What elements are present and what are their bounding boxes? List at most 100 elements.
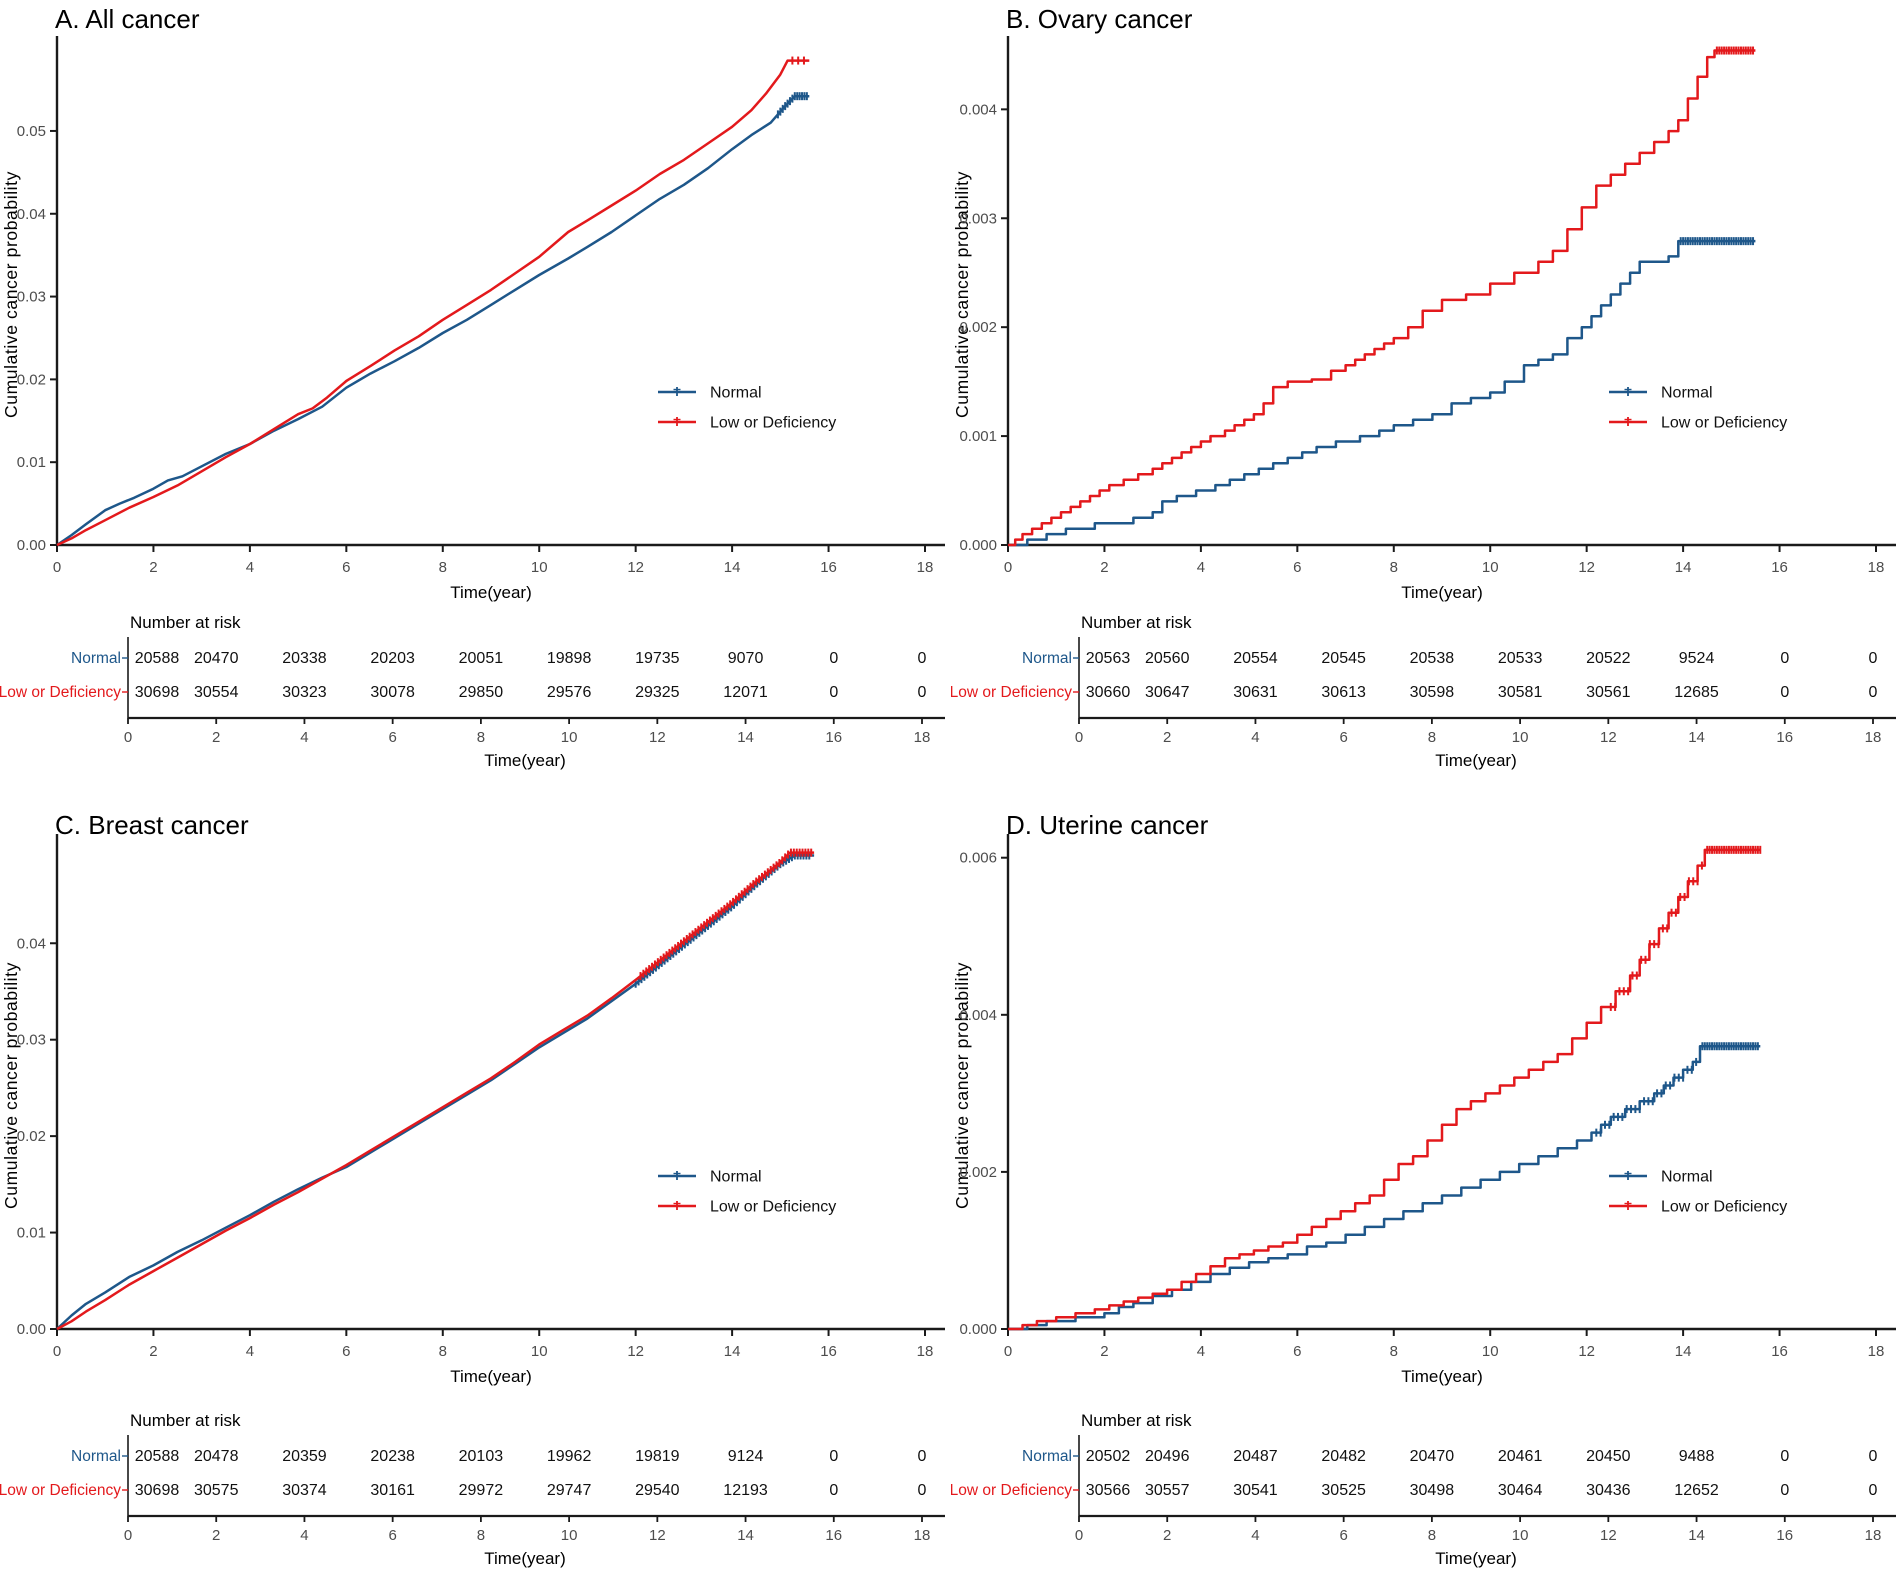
risk-tick-label: 4 xyxy=(300,729,308,746)
risk-value: 20545 xyxy=(1321,650,1366,667)
x-tick-label: 8 xyxy=(1390,559,1398,576)
risk-tick-label: 0 xyxy=(124,1527,132,1544)
x-tick-label: 6 xyxy=(1293,1343,1301,1360)
risk-table-header: Number at risk xyxy=(130,613,241,632)
risk-tick-label: 8 xyxy=(477,1527,485,1544)
risk-tick-label: 2 xyxy=(212,729,220,746)
risk-tick-label: 8 xyxy=(1428,729,1436,746)
risk-value: 20496 xyxy=(1145,1448,1190,1465)
panel-title: D. Uterine cancer xyxy=(1006,810,1209,840)
risk-value: 20238 xyxy=(370,1448,415,1465)
x-tick-label: 16 xyxy=(1771,559,1788,576)
risk-value: 0 xyxy=(918,684,927,701)
x-tick-label: 12 xyxy=(627,1343,644,1360)
x-tick-label: 18 xyxy=(1868,1343,1885,1360)
y-tick-label: 0.02 xyxy=(17,371,46,388)
risk-tick-label: 10 xyxy=(1512,729,1529,746)
y-tick-label: 0.000 xyxy=(959,1321,997,1338)
y-tick-label: 0.001 xyxy=(959,428,997,445)
risk-value: 19819 xyxy=(635,1448,680,1465)
x-tick-label: 4 xyxy=(1197,1343,1205,1360)
panel-C-chart: C. Breast cancer Cumulative cancer probab… xyxy=(0,810,945,1568)
y-axis-label: Cumulative cancer probability xyxy=(952,962,972,1209)
x-tick-label: 14 xyxy=(1675,559,1692,576)
risk-tick-label: 18 xyxy=(1865,1527,1882,1544)
risk-value: 30323 xyxy=(282,684,327,701)
x-tick-label: 16 xyxy=(820,559,837,576)
risk-table-header: Number at risk xyxy=(1081,613,1192,632)
risk-value: 20470 xyxy=(194,650,239,667)
panel-title: A. All cancer xyxy=(55,4,200,34)
x-tick-label: 18 xyxy=(917,1343,934,1360)
panel-title: C. Breast cancer xyxy=(55,810,249,840)
normal-curve xyxy=(56,94,810,547)
normal-curve xyxy=(1008,239,1756,547)
risk-value: 20359 xyxy=(282,1448,327,1465)
risk-value: 30613 xyxy=(1321,684,1366,701)
risk-tick-label: 4 xyxy=(1251,729,1259,746)
risk-value: 0 xyxy=(1869,684,1878,701)
risk-value: 0 xyxy=(918,1482,927,1499)
x-axis-label: Time(year) xyxy=(450,583,532,602)
risk-tick-label: 2 xyxy=(1163,1527,1171,1544)
x-tick-label: 0 xyxy=(1004,559,1012,576)
panel-B: B. Ovary cancer Cumulative cancer probabi… xyxy=(950,0,1902,784)
risk-tick-label: 14 xyxy=(737,729,754,746)
risk-value: 0 xyxy=(918,1448,927,1465)
x-tick-label: 16 xyxy=(1771,1343,1788,1360)
risk-value: 0 xyxy=(1780,684,1789,701)
risk-tick-label: 6 xyxy=(388,729,396,746)
risk-tick-label: 2 xyxy=(1163,729,1171,746)
risk-value: 20502 xyxy=(1086,1448,1131,1465)
risk-value: 19898 xyxy=(547,650,592,667)
x-tick-label: 8 xyxy=(439,559,447,576)
risk-value: 20203 xyxy=(370,650,415,667)
risk-tick-label: 8 xyxy=(477,729,485,746)
risk-value: 20478 xyxy=(194,1448,239,1465)
risk-tick-label: 6 xyxy=(388,1527,396,1544)
risk-tick-label: 4 xyxy=(1251,1527,1259,1544)
risk-value: 0 xyxy=(918,650,927,667)
risk-value: 30631 xyxy=(1233,684,1278,701)
risk-value: 29540 xyxy=(635,1482,680,1499)
risk-value: 12071 xyxy=(723,684,768,701)
risk-value: 0 xyxy=(829,684,838,701)
risk-value: 30374 xyxy=(282,1482,327,1499)
risk-table-header: Number at risk xyxy=(1081,1411,1192,1430)
risk-value: 0 xyxy=(1780,1448,1789,1465)
risk-value: 30598 xyxy=(1410,684,1455,701)
risk-value: 20533 xyxy=(1498,650,1543,667)
risk-tick-label: 10 xyxy=(561,1527,578,1544)
x-tick-label: 12 xyxy=(1578,1343,1595,1360)
risk-value: 20560 xyxy=(1145,650,1190,667)
x-tick-label: 12 xyxy=(1578,559,1595,576)
risk-row-label: Normal xyxy=(1022,1448,1072,1465)
risk-value: 30557 xyxy=(1145,1482,1190,1499)
x-tick-label: 8 xyxy=(439,1343,447,1360)
y-tick-label: 0.02 xyxy=(17,1128,46,1145)
x-tick-label: 14 xyxy=(724,1343,741,1360)
risk-value: 20338 xyxy=(282,650,327,667)
legend: Normal Low or Deficiency xyxy=(1609,1169,1787,1216)
y-axis-label: Cumulative cancer probability xyxy=(952,171,972,418)
x-tick-label: 4 xyxy=(246,1343,254,1360)
legend-label: Low or Deficiency xyxy=(710,415,836,432)
risk-time-axis-label: Time(year) xyxy=(484,751,566,770)
risk-value: 12652 xyxy=(1674,1482,1719,1499)
risk-value: 30078 xyxy=(370,684,415,701)
risk-tick-label: 16 xyxy=(825,729,842,746)
risk-value: 9488 xyxy=(1679,1448,1715,1465)
y-axis-label: Cumulative cancer probability xyxy=(1,962,21,1209)
legend: Normal Low or Deficiency xyxy=(658,385,836,432)
risk-row-label: Low or Deficiency xyxy=(951,1482,1072,1499)
risk-value: 9524 xyxy=(1679,650,1715,667)
risk-tick-label: 0 xyxy=(1075,729,1083,746)
x-tick-label: 16 xyxy=(820,1343,837,1360)
risk-value: 30541 xyxy=(1233,1482,1278,1499)
risk-value: 20588 xyxy=(135,1448,180,1465)
risk-value: 20563 xyxy=(1086,650,1131,667)
risk-tick-label: 14 xyxy=(1688,1527,1705,1544)
y-tick-label: 0.003 xyxy=(959,210,997,227)
risk-value: 20588 xyxy=(135,650,180,667)
risk-value: 20103 xyxy=(459,1448,504,1465)
